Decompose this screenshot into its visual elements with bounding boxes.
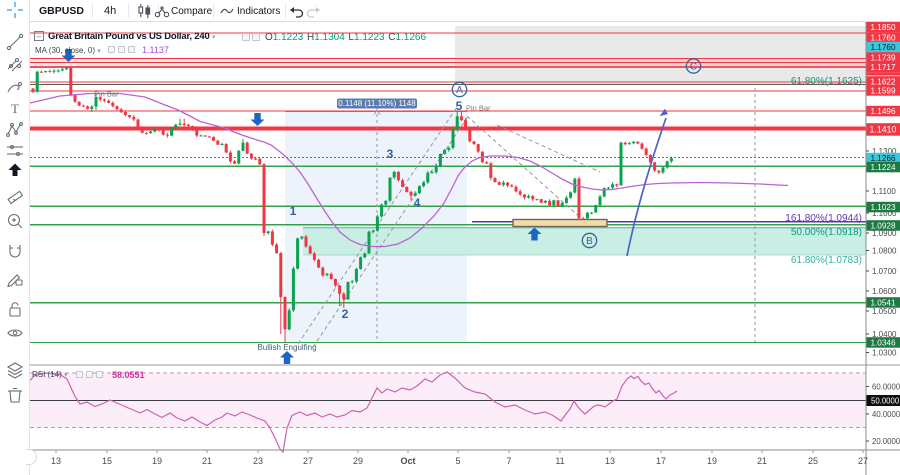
- svg-text:1.0700: 1.0700: [872, 267, 897, 276]
- svg-text:40.0000: 40.0000: [872, 410, 900, 419]
- svg-text:1.1266: 1.1266: [870, 154, 895, 163]
- svg-text:A: A: [456, 85, 463, 96]
- svg-text:1.1000: 1.1000: [872, 209, 897, 218]
- svg-text:Oct: Oct: [400, 456, 415, 466]
- svg-text:1.0928: 1.0928: [870, 222, 895, 231]
- svg-text:25: 25: [808, 456, 818, 466]
- svg-text:13: 13: [51, 456, 61, 466]
- svg-text:1.1739: 1.1739: [870, 54, 895, 63]
- svg-text:1.1300: 1.1300: [872, 147, 897, 156]
- svg-text:1.1760: 1.1760: [870, 34, 895, 43]
- svg-text:161.80%(1.0944): 161.80%(1.0944): [785, 213, 862, 224]
- svg-text:1.1224: 1.1224: [870, 163, 895, 172]
- svg-text:1.1717: 1.1717: [870, 63, 895, 72]
- svg-text:1.0300: 1.0300: [872, 349, 897, 358]
- svg-text:B: B: [586, 236, 593, 247]
- svg-text:Bullish Engulfing: Bullish Engulfing: [257, 343, 316, 352]
- svg-text:1: 1: [290, 204, 297, 218]
- svg-text:1.0500: 1.0500: [872, 307, 897, 316]
- svg-text:4: 4: [414, 196, 421, 210]
- svg-text:3: 3: [387, 147, 394, 161]
- svg-text:7: 7: [506, 456, 511, 466]
- svg-text:60.0000: 60.0000: [872, 383, 900, 392]
- svg-text:1.0400: 1.0400: [872, 330, 897, 339]
- svg-text:17: 17: [656, 456, 666, 466]
- svg-text:1.1410: 1.1410: [870, 125, 897, 135]
- svg-text:1.1599: 1.1599: [870, 87, 895, 96]
- svg-text:23: 23: [253, 456, 263, 466]
- svg-text:1.0600: 1.0600: [872, 287, 897, 296]
- svg-text:1.1100: 1.1100: [872, 187, 896, 196]
- svg-text:1.1023: 1.1023: [870, 203, 895, 212]
- svg-text:15: 15: [102, 456, 112, 466]
- svg-text:1.1850: 1.1850: [870, 23, 895, 32]
- svg-text:1.1622: 1.1622: [870, 78, 895, 87]
- svg-text:50.0000: 50.0000: [871, 397, 900, 406]
- svg-text:29: 29: [353, 456, 363, 466]
- svg-text:13: 13: [605, 456, 615, 466]
- svg-text:21: 21: [757, 456, 767, 466]
- svg-text:5: 5: [456, 99, 463, 113]
- svg-text:19: 19: [152, 456, 162, 466]
- svg-text:2: 2: [342, 307, 349, 321]
- svg-text:1.1760: 1.1760: [870, 43, 895, 52]
- svg-text:11: 11: [555, 456, 564, 466]
- svg-text:Pin Bar: Pin Bar: [466, 104, 491, 113]
- svg-text:19: 19: [707, 456, 717, 466]
- svg-text:20.0000: 20.0000: [872, 437, 900, 446]
- svg-text:0.1148 (11.10%) 1148: 0.1148 (11.10%) 1148: [338, 99, 416, 108]
- svg-text:50.00%(1.0918): 50.00%(1.0918): [791, 227, 862, 238]
- svg-text:27: 27: [303, 456, 313, 466]
- svg-text:1.0800: 1.0800: [872, 247, 897, 256]
- svg-text:5: 5: [455, 456, 460, 466]
- svg-text:C: C: [690, 62, 697, 73]
- svg-text:1.0541: 1.0541: [870, 299, 895, 308]
- svg-text:61.80%(1.0783): 61.80%(1.0783): [791, 255, 862, 266]
- svg-text:27: 27: [858, 456, 868, 466]
- svg-text:1.0346: 1.0346: [870, 339, 895, 348]
- svg-text:1.1496: 1.1496: [870, 107, 895, 116]
- svg-text:Pin Bar: Pin Bar: [94, 90, 119, 99]
- svg-text:61.80%(1.1625): 61.80%(1.1625): [791, 76, 862, 87]
- svg-text:21: 21: [202, 456, 212, 466]
- svg-text:1.0900: 1.0900: [872, 229, 897, 238]
- svg-text:T: T: [11, 101, 19, 116]
